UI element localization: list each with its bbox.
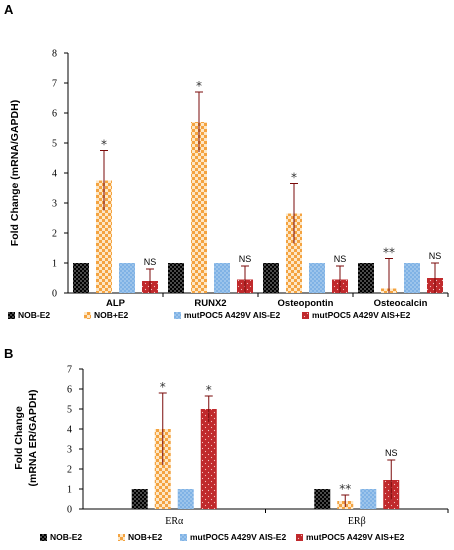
legend-swatch xyxy=(8,312,15,319)
panel-a-y-tick-label: 5 xyxy=(52,139,57,150)
legend-label: NOB+E2 xyxy=(128,532,163,542)
panel-b-significance-label: * xyxy=(160,380,166,394)
panel-a-bar xyxy=(263,263,279,293)
panel-a-legend: NOB-E2 NOB+E2 mutPOC5 A429V AIS-E2 mutPOC5 … xyxy=(8,310,411,320)
panel-a-significance-label: * xyxy=(291,171,297,185)
panel-b-y-tick-label: 6 xyxy=(67,385,72,396)
panel-b-bar xyxy=(314,489,331,509)
panel-a-bar xyxy=(358,263,374,293)
panel-b-y-tick-label: 0 xyxy=(67,505,72,516)
legend-label: NOB-E2 xyxy=(18,310,50,320)
legend-label: mutPOC5 A429V AIS-E2 xyxy=(190,532,286,542)
panel-a-bar xyxy=(404,263,420,293)
panel-a-bar xyxy=(286,213,302,293)
legend-label: mutPOC5 A429V AIS+E2 xyxy=(312,310,411,320)
panel-b-y-tick-label: 4 xyxy=(67,425,72,436)
panel-b-y-axis-label-line1: Fold Change xyxy=(13,406,25,470)
panel-a-category-label: Osteocalcin xyxy=(374,298,428,309)
panel-a-significance-label: NS xyxy=(334,254,347,264)
panel-a-bar xyxy=(168,263,184,293)
panel-a-y-tick-label: 0 xyxy=(52,289,57,300)
legend-swatch xyxy=(180,534,187,541)
panel-b-bar xyxy=(200,409,217,509)
legend-swatch xyxy=(302,312,309,319)
panel-a-y-tick-label: 1 xyxy=(52,259,57,270)
panel-a-y-tick-label: 3 xyxy=(52,199,57,210)
panel-a-category-label: RUNX2 xyxy=(194,298,226,309)
panel-b-y-tick-label: 1 xyxy=(67,485,72,496)
legend-label: NOB+E2 xyxy=(94,310,129,320)
panel-a-category-label: ALP xyxy=(106,298,126,309)
panel-b-y-axis-label-line2: (mRNA ER/GAPDH) xyxy=(27,389,39,486)
panel-a-significance-label: * xyxy=(196,79,202,93)
panel-a-y-tick-label: 4 xyxy=(52,169,57,180)
panel-a-significance-label: * xyxy=(101,138,107,152)
legend-swatch xyxy=(40,534,47,541)
panel-b-bar xyxy=(360,489,377,509)
panel-b-bar xyxy=(131,489,148,509)
legend-label: mutPOC5 A429V AIS+E2 xyxy=(306,532,405,542)
panel-a-significance-label: ** xyxy=(383,246,395,260)
legend-swatch xyxy=(118,534,125,541)
panel-b-bar xyxy=(177,489,194,509)
legend-swatch xyxy=(296,534,303,541)
panel-a-bar xyxy=(191,122,207,293)
legend-swatch xyxy=(84,312,91,319)
panel-b-legend: NOB-E2 NOB+E2 mutPOC5 A429V AIS-E2 mutPOC5 … xyxy=(40,532,405,542)
panel-b-bar xyxy=(154,429,171,509)
panel-b-y-tick-label: 2 xyxy=(67,465,72,476)
panel-a-y-axis-label: Fold Change (mRNA/GAPDH) xyxy=(9,100,21,246)
panel-letter-b: B xyxy=(4,346,13,361)
panel-b-y-tick-label: 7 xyxy=(67,365,72,376)
panel-a-bar xyxy=(214,263,230,293)
panel-a-category-label: Osteopontin xyxy=(278,298,334,309)
panel-b-y-tick-label: 3 xyxy=(67,445,72,456)
panel-b-y-tick-label: 5 xyxy=(67,405,72,416)
panel-a-significance-label: NS xyxy=(144,257,157,267)
panel-a-bar xyxy=(309,263,325,293)
legend-label: NOB-E2 xyxy=(50,532,82,542)
panel-a-y-tick-label: 8 xyxy=(52,49,57,60)
panel-a-y-tick-label: 2 xyxy=(52,229,57,240)
panel-b-significance-label: * xyxy=(206,383,212,397)
panel-a-bar xyxy=(96,180,112,293)
panel-b-category-label: ERβ xyxy=(348,516,366,527)
panel-a-significance-label: NS xyxy=(239,254,252,264)
panel-b-category-label: ERα xyxy=(165,516,184,527)
panel-a-bar xyxy=(119,263,135,293)
panel-a-bar xyxy=(73,263,89,293)
panel-a-significance-label: NS xyxy=(429,251,442,261)
panel-a-y-tick-label: 6 xyxy=(52,109,57,120)
panel-b-significance-label: NS xyxy=(385,448,398,458)
panel-a-y-tick-label: 7 xyxy=(52,79,57,90)
panel-letter-a: A xyxy=(4,2,14,17)
legend-label: mutPOC5 A429V AIS-E2 xyxy=(184,310,280,320)
panel-b-significance-label: ** xyxy=(339,482,351,496)
legend-swatch xyxy=(174,312,181,319)
panel-a-chart: 0 1 2 3 4 5 6 7 8 ALP * NS RUNX2 * NS Osteopontin * NS Ost… xyxy=(52,49,449,309)
